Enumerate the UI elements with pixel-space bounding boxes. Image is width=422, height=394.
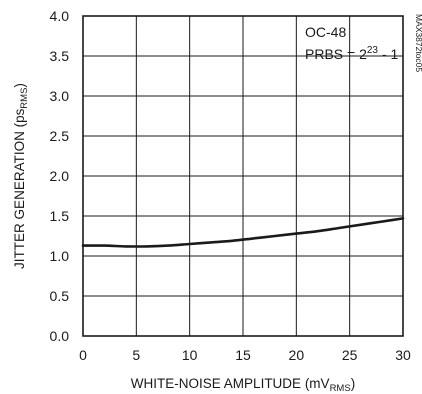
y-axis-title-close: ) bbox=[12, 83, 27, 88]
x-axis-title-subscript: RMS bbox=[330, 383, 351, 394]
y-tick-label: 1.5 bbox=[50, 208, 70, 224]
grid-lines bbox=[83, 16, 403, 336]
y-axis-title-main: JITTER GENERATION (ps bbox=[12, 108, 27, 269]
x-tick-label: 25 bbox=[342, 347, 358, 363]
x-tick-label: 5 bbox=[132, 347, 140, 363]
y-axis-title-subscript: RMS bbox=[19, 88, 30, 109]
x-axis-title: WHITE-NOISE AMPLITUDE (mVRMS) bbox=[131, 376, 355, 394]
y-tick-label: 2.5 bbox=[50, 128, 70, 144]
x-tick-label: 30 bbox=[395, 347, 411, 363]
part-number-label: MAX3872toc05 bbox=[414, 14, 422, 72]
y-tick-labels: 0.0 0.5 1.0 1.5 2.0 2.5 3.0 3.5 4.0 bbox=[50, 8, 70, 344]
x-tick-label: 10 bbox=[182, 347, 198, 363]
y-tick-label: 1.0 bbox=[50, 248, 70, 264]
y-tick-label: 0.0 bbox=[50, 328, 70, 344]
series-line bbox=[81, 217, 405, 248]
annotation-prbs-prefix: PRBS = 2 bbox=[305, 46, 367, 62]
x-tick-labels: 0 5 10 15 20 25 30 bbox=[79, 347, 411, 363]
annotation-prbs-suffix: - 1 bbox=[378, 46, 398, 62]
y-tick-label: 2.0 bbox=[50, 168, 70, 184]
y-tick-label: 3.0 bbox=[50, 88, 70, 104]
x-axis-title-close: ) bbox=[351, 376, 356, 391]
annotation-prbs: PRBS = 223 - 1 bbox=[305, 45, 398, 62]
series-layer bbox=[81, 217, 405, 248]
y-tick-label: 4.0 bbox=[50, 8, 70, 24]
annotation-oc48: OC-48 bbox=[305, 24, 346, 40]
x-axis-title-main: WHITE-NOISE AMPLITUDE (mV bbox=[131, 376, 330, 391]
x-tick-label: 0 bbox=[79, 347, 87, 363]
y-axis-title: JITTER GENERATION (psRMS) bbox=[12, 83, 30, 269]
y-tick-label: 0.5 bbox=[50, 288, 70, 304]
plot-frame bbox=[82, 15, 404, 337]
x-tick-label: 15 bbox=[235, 347, 251, 363]
y-tick-label: 3.5 bbox=[50, 48, 70, 64]
x-tick-label: 20 bbox=[289, 347, 305, 363]
annotation-prbs-exponent: 23 bbox=[367, 45, 379, 56]
